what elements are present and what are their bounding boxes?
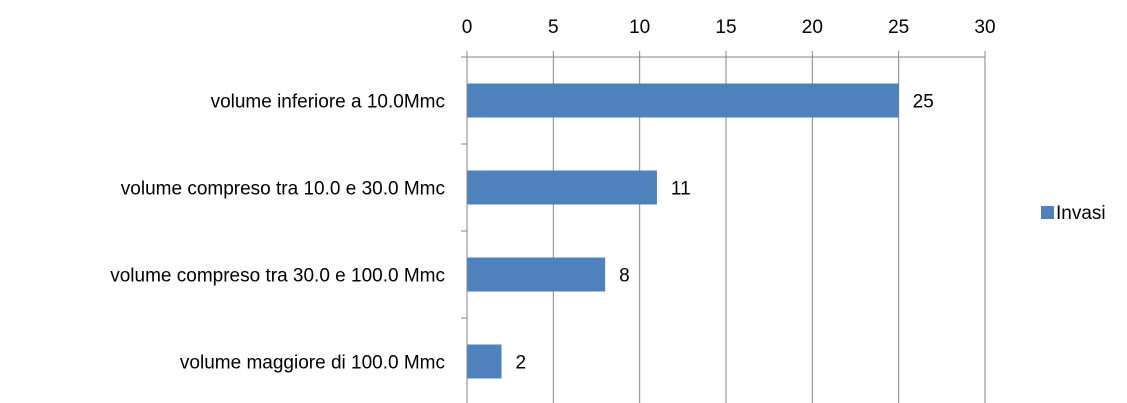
data-label-3: 2 xyxy=(516,353,527,374)
axes: 0 5 10 15 20 25 30 volume inferiore a 10.0Mmc vo… xyxy=(110,17,996,403)
x-tick-label-10: 10 xyxy=(629,17,650,38)
bars: 25 11 8 2 xyxy=(467,83,934,379)
bar-3 xyxy=(467,344,502,379)
legend: Invasi xyxy=(1041,203,1106,224)
x-tick-label-20: 20 xyxy=(802,17,823,38)
x-tick-label-30: 30 xyxy=(974,17,995,38)
category-label-3: volume maggiore di 100.0 Mmc xyxy=(180,353,445,374)
data-label-0: 25 xyxy=(913,92,934,113)
category-label-2: volume compreso tra 30.0 e 100.0 Mmc xyxy=(110,266,445,287)
legend-swatch xyxy=(1041,206,1054,219)
data-label-2: 8 xyxy=(619,266,630,287)
bar-1 xyxy=(467,170,657,205)
bar-2 xyxy=(467,257,606,292)
bar-0 xyxy=(467,83,899,118)
legend-label-invasi: Invasi xyxy=(1056,203,1106,224)
x-tick-label-15: 15 xyxy=(715,17,736,38)
data-label-1: 11 xyxy=(671,179,691,200)
x-tick-label-0: 0 xyxy=(462,17,473,38)
category-label-0: volume inferiore a 10.0Mmc xyxy=(211,92,445,113)
x-tick-label-5: 5 xyxy=(548,17,559,38)
category-label-1: volume compreso tra 10.0 e 30.0 Mmc xyxy=(121,179,445,200)
x-tick-label-25: 25 xyxy=(888,17,909,38)
